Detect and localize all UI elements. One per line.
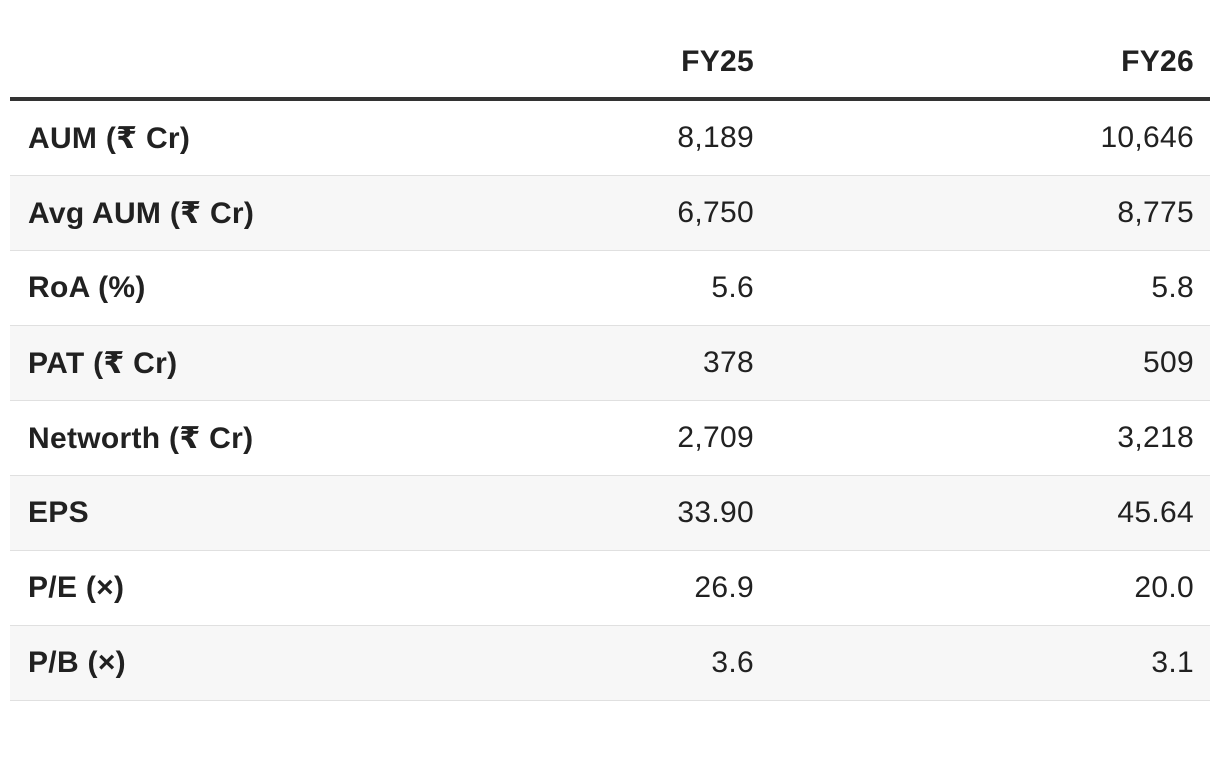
fy25-value: 378 <box>360 325 770 401</box>
fy26-value: 45.64 <box>770 475 1210 551</box>
row-label: Networth (₹ Cr) <box>10 400 360 476</box>
header-metric <box>10 27 360 101</box>
row-label: EPS <box>10 475 360 551</box>
financial-metrics-table: FY25 FY26 AUM (₹ Cr) 8,189 10,646 Avg AU… <box>10 27 1210 701</box>
fy26-value: 8,775 <box>770 175 1210 251</box>
fy26-value: 5.8 <box>770 250 1210 326</box>
table-row: PAT (₹ Cr) 378 509 <box>10 325 1210 401</box>
fy26-value: 509 <box>770 325 1210 401</box>
fy25-value: 2,709 <box>360 400 770 476</box>
fy25-value: 6,750 <box>360 175 770 251</box>
header-fy26: FY26 <box>770 27 1210 101</box>
table-row: EPS 33.90 45.64 <box>10 475 1210 551</box>
row-label: PAT (₹ Cr) <box>10 325 360 401</box>
row-label: RoA (%) <box>10 250 360 326</box>
row-label: P/B (×) <box>10 625 360 701</box>
table-row: Avg AUM (₹ Cr) 6,750 8,775 <box>10 175 1210 251</box>
table-row: P/E (×) 26.9 20.0 <box>10 550 1210 626</box>
table-row: RoA (%) 5.6 5.8 <box>10 250 1210 326</box>
table-header: FY25 FY26 <box>10 27 1210 101</box>
row-label: P/E (×) <box>10 550 360 626</box>
fy25-value: 33.90 <box>360 475 770 551</box>
header-row: FY25 FY26 <box>10 27 1210 101</box>
fy26-value: 3,218 <box>770 400 1210 476</box>
fy25-value: 3.6 <box>360 625 770 701</box>
table-row: Networth (₹ Cr) 2,709 3,218 <box>10 400 1210 476</box>
row-label: AUM (₹ Cr) <box>10 99 360 176</box>
fy26-value: 20.0 <box>770 550 1210 626</box>
fy26-value: 3.1 <box>770 625 1210 701</box>
header-fy25: FY25 <box>360 27 770 101</box>
table-row: AUM (₹ Cr) 8,189 10,646 <box>10 99 1210 176</box>
fy25-value: 8,189 <box>360 99 770 176</box>
fy26-value: 10,646 <box>770 99 1210 176</box>
fy25-value: 26.9 <box>360 550 770 626</box>
table-body: AUM (₹ Cr) 8,189 10,646 Avg AUM (₹ Cr) 6… <box>10 99 1210 701</box>
fy25-value: 5.6 <box>360 250 770 326</box>
row-label: Avg AUM (₹ Cr) <box>10 175 360 251</box>
table-row: P/B (×) 3.6 3.1 <box>10 625 1210 701</box>
